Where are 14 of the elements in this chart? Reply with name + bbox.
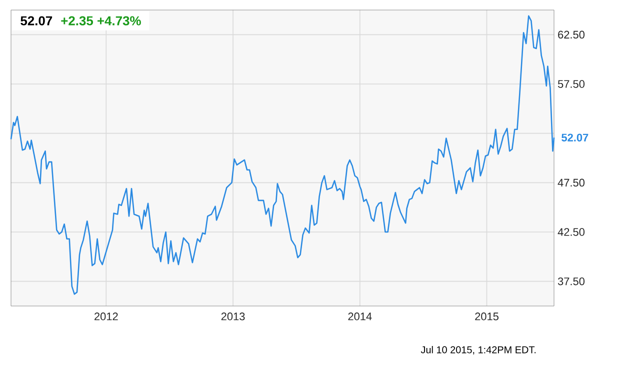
chart-title: 52.07 bbox=[20, 16, 52, 26]
x-tick-label: 2015 bbox=[475, 312, 498, 320]
y-tick-label: 37.50 bbox=[558, 277, 585, 286]
y-tick-label: 62.50 bbox=[558, 30, 585, 39]
text: Jul 10 2015, 1:42PM EDT. bbox=[420, 346, 536, 354]
annotation: 52.07 bbox=[562, 134, 588, 142]
chart-subtitle: +2.35 +4.73% bbox=[61, 16, 141, 26]
y-tick-label: 42.50 bbox=[558, 228, 585, 236]
line-series bbox=[10, 15, 555, 295]
y-tick-label: 57.50 bbox=[558, 80, 585, 88]
x-tick-label: 2014 bbox=[348, 312, 372, 320]
x-tick-label: 2013 bbox=[221, 312, 245, 320]
x-tick-label: 2012 bbox=[94, 312, 118, 320]
y-tick-label: 47.50 bbox=[558, 178, 585, 187]
